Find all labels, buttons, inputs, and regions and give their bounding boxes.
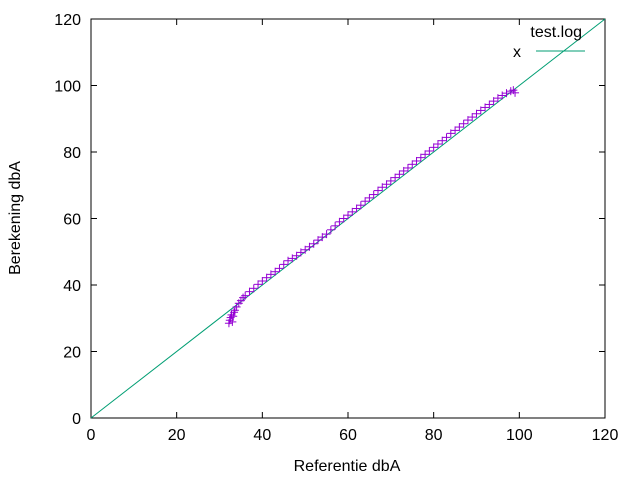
data-point: [476, 106, 485, 115]
y-tick-label: 120: [54, 12, 81, 29]
data-point: [451, 126, 460, 135]
data-point: [373, 186, 382, 195]
data-point: [459, 119, 468, 128]
x-tick-label: 0: [87, 427, 96, 444]
data-point: [429, 143, 438, 152]
y-axis-label: Berekening dbA: [7, 161, 24, 275]
data-point: [386, 176, 395, 185]
y-tick-label: 20: [63, 345, 81, 362]
data-point: [254, 280, 263, 289]
data-point: [335, 217, 344, 226]
data-point: [399, 166, 408, 175]
data-point: [498, 91, 507, 100]
data-point: [463, 116, 472, 125]
axis-ticks: 0 20 40 60 80 100 120 0 20 40 60 80 100 120: [54, 12, 618, 444]
data-point: [425, 147, 434, 156]
data-point: [258, 277, 267, 286]
x-tick-label: 60: [339, 427, 357, 444]
legend-title: test.log: [530, 24, 582, 41]
data-point: [365, 193, 374, 202]
data-point: [266, 270, 275, 279]
data-point: [361, 197, 370, 206]
data-point: [229, 312, 238, 321]
x-tick-label: 20: [168, 427, 186, 444]
data-point: [249, 284, 258, 293]
data-point: [284, 256, 293, 265]
data-point: [348, 207, 357, 216]
data-point: [279, 260, 288, 269]
data-point: [472, 109, 481, 118]
data-point: [352, 204, 361, 213]
data-point: [455, 123, 464, 132]
data-point: [232, 302, 241, 311]
data-point: [446, 129, 455, 138]
data-point: [382, 180, 391, 189]
data-point: [433, 140, 442, 149]
data-point: [296, 248, 305, 257]
data-point: [239, 293, 248, 302]
data-point: [245, 287, 254, 296]
x-tick-label: 100: [506, 427, 533, 444]
data-point: [271, 267, 280, 276]
y-tick-label: 0: [72, 411, 81, 428]
x-tick-label: 80: [425, 427, 443, 444]
x-tick-label: 40: [253, 427, 271, 444]
data-point: [241, 291, 250, 300]
data-point: [412, 156, 421, 165]
y-tick-label: 60: [63, 212, 81, 229]
x-axis-label: Referentie dbA: [294, 458, 401, 475]
data-point: [356, 201, 365, 210]
data-point: [408, 160, 417, 169]
data-point: [468, 113, 477, 122]
data-point: [230, 306, 239, 315]
data-point: [481, 103, 490, 112]
data-point: [378, 183, 387, 192]
data-point: [416, 153, 425, 162]
data-point: [228, 317, 237, 326]
data-point: [262, 273, 271, 282]
x-tick-label: 120: [592, 427, 619, 444]
data-point: [322, 230, 331, 239]
data-point: [493, 94, 502, 103]
series-layer: [90, 18, 606, 419]
data-point: [309, 239, 318, 248]
data-point: [502, 89, 511, 98]
y-tick-label: 40: [63, 278, 81, 295]
data-point: [391, 173, 400, 182]
data-point: [421, 150, 430, 159]
data-point: [292, 251, 301, 260]
data-point: [305, 242, 314, 251]
data-point: [489, 97, 498, 106]
data-point: [511, 88, 520, 97]
data-point: [318, 233, 327, 242]
data-point: [344, 211, 352, 220]
data-point: [314, 236, 323, 245]
y-tick-label: 80: [63, 145, 81, 162]
data-point: [331, 221, 340, 230]
data-point: [326, 225, 335, 234]
data-point: [288, 254, 297, 263]
data-point: [230, 308, 239, 317]
data-point: [442, 133, 451, 142]
y-tick-label: 100: [54, 79, 81, 96]
data-point: [438, 136, 447, 145]
data-point: [369, 190, 378, 199]
data-point: [339, 214, 348, 223]
data-point: [275, 264, 284, 273]
data-point: [301, 245, 310, 254]
data-point: [485, 100, 494, 109]
legend-entry-label: x: [513, 44, 521, 61]
data-point: [395, 170, 404, 179]
legend: test.log x: [513, 24, 585, 61]
data-point: [403, 163, 412, 172]
